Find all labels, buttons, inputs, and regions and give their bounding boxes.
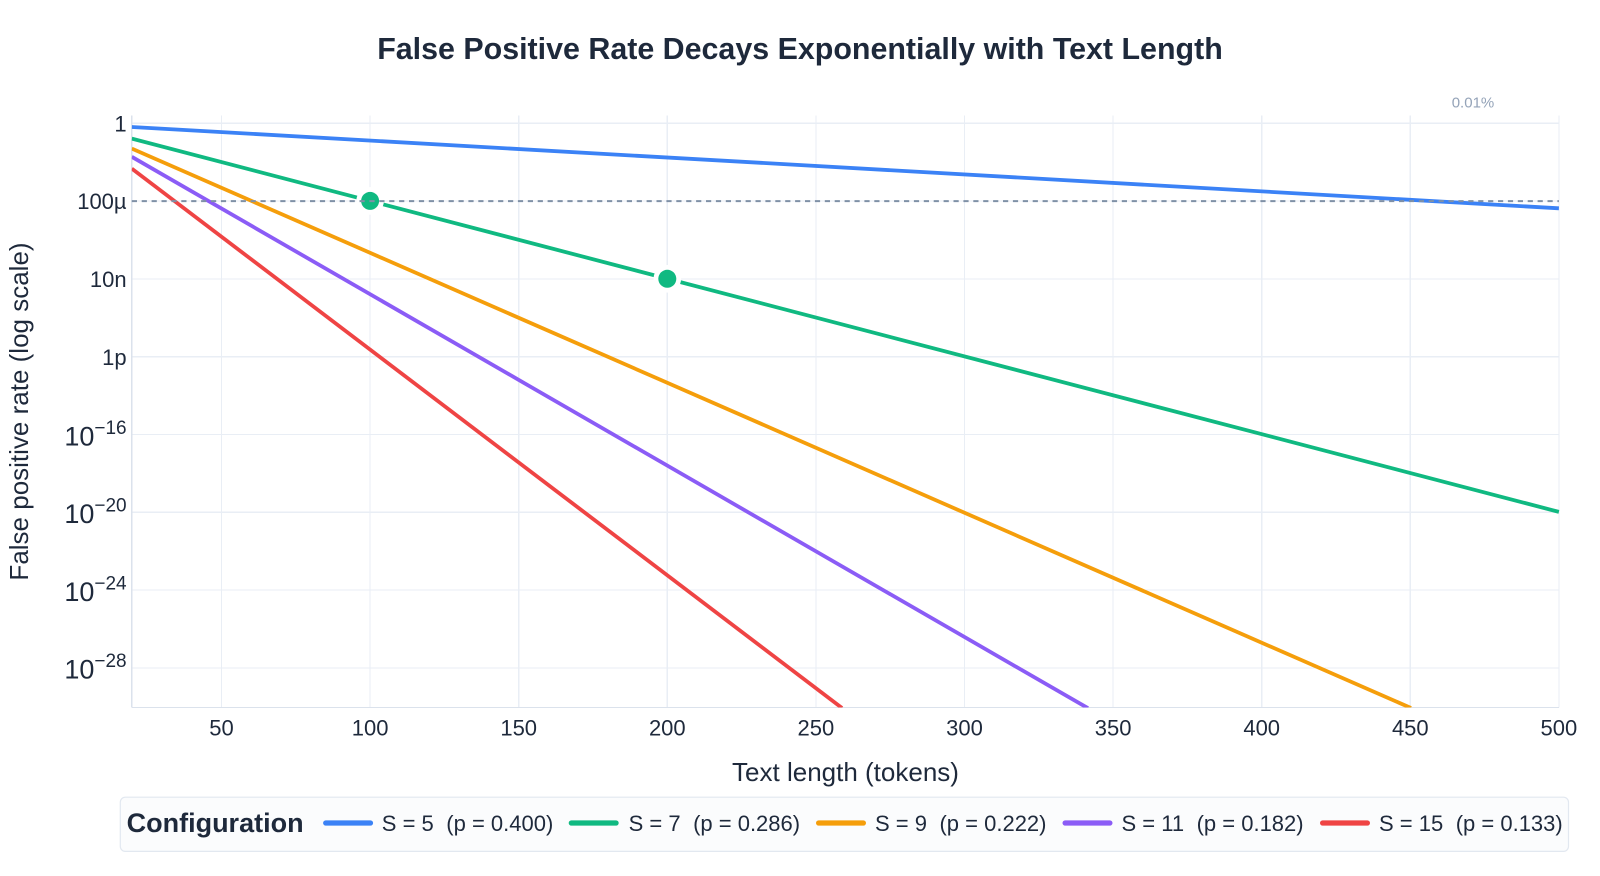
svg-text:50: 50 (209, 716, 233, 741)
svg-text:450: 450 (1392, 716, 1429, 741)
svg-text:S = 9(p = 0.222): S = 9 (p = 0.222) (875, 811, 1047, 836)
svg-text:100µ: 100µ (77, 189, 127, 214)
svg-text:Text length (tokens): Text length (tokens) (732, 757, 959, 787)
svg-text:400: 400 (1243, 716, 1280, 741)
svg-text:150: 150 (500, 716, 537, 741)
svg-text:250: 250 (798, 716, 835, 741)
svg-text:100: 100 (352, 716, 389, 741)
svg-text:False positive rate (log scale: False positive rate (log scale) (4, 242, 34, 580)
svg-text:200: 200 (649, 716, 686, 741)
svg-text:500: 500 (1541, 716, 1578, 741)
svg-text:300: 300 (946, 716, 983, 741)
svg-text:S = 11(p = 0.182): S = 11 (p = 0.182) (1122, 811, 1304, 836)
svg-text:0.01%: 0.01% (1452, 95, 1495, 112)
svg-text:S = 7(p = 0.286): S = 7 (p = 0.286) (629, 811, 801, 836)
svg-text:S = 5(p = 0.400): S = 5 (p = 0.400) (382, 811, 554, 836)
svg-text:Configuration: Configuration (127, 808, 304, 838)
svg-text:350: 350 (1095, 716, 1132, 741)
svg-text:1p: 1p (102, 345, 126, 370)
svg-text:10n: 10n (90, 267, 127, 292)
svg-text:False Positive Rate Decays Exp: False Positive Rate Decays Exponentially… (377, 32, 1223, 66)
svg-text:1: 1 (114, 111, 126, 136)
svg-text:S = 15(p = 0.133): S = 15 (p = 0.133) (1379, 811, 1563, 836)
